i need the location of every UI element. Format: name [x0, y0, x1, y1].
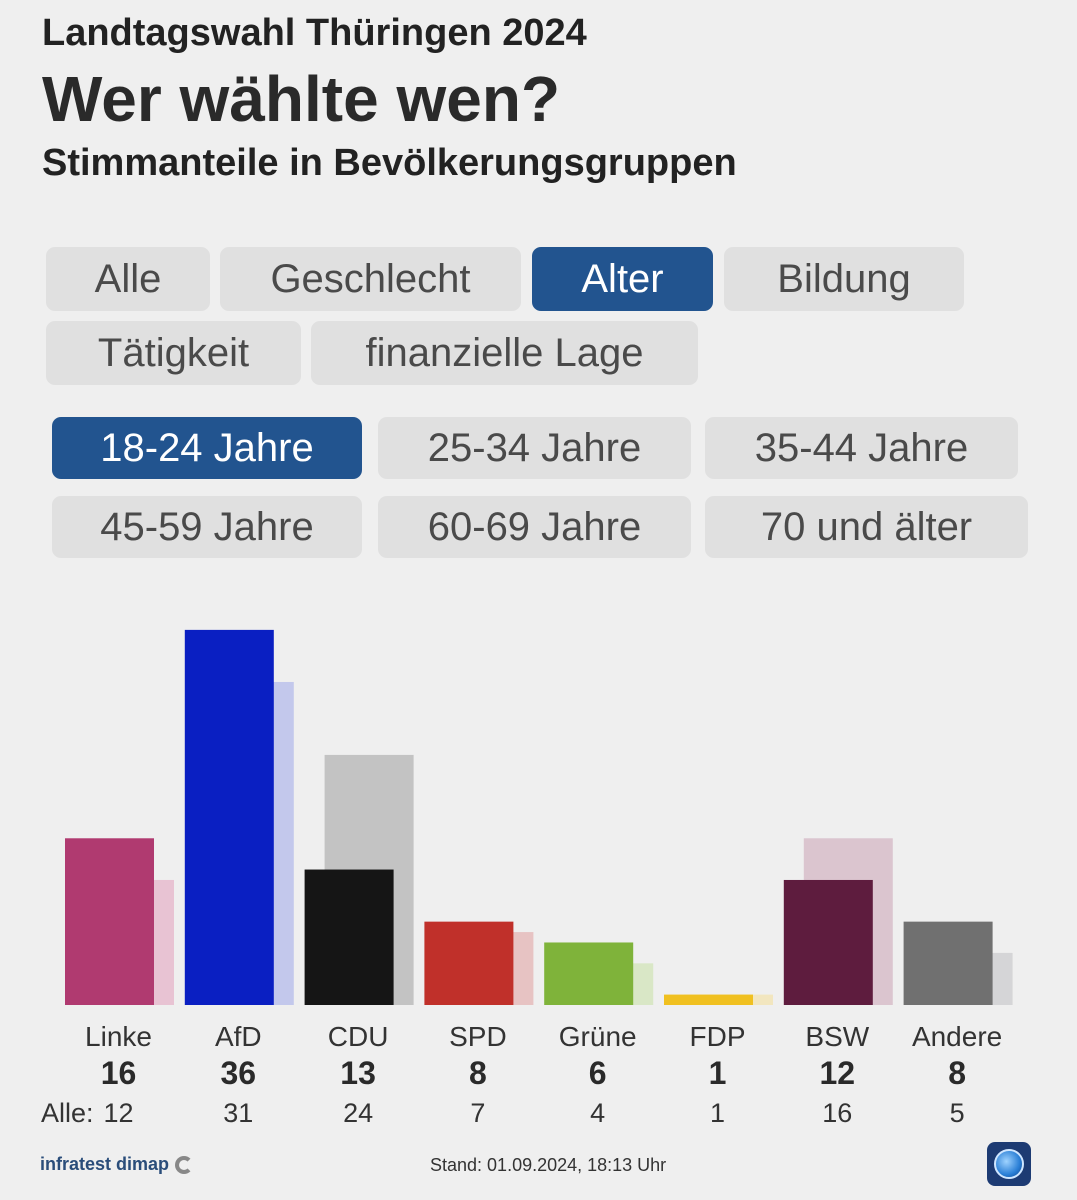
party-label: Linke [85, 1021, 152, 1052]
party-value: 13 [340, 1055, 376, 1091]
party-label: CDU [328, 1021, 389, 1052]
party-label: Andere [912, 1021, 1002, 1052]
chart-kicker: Landtagswahl Thüringen 2024 [42, 12, 587, 54]
alle-value: 12 [103, 1098, 133, 1128]
tab-45-59[interactable]: 45-59 Jahre [52, 496, 362, 558]
tab-25-34[interactable]: 25-34 Jahre [378, 417, 691, 479]
bar-2 [304, 869, 394, 1005]
bar-7 [903, 921, 993, 1005]
source-label: infratest dimap [40, 1154, 170, 1174]
alle-value: 5 [950, 1098, 965, 1128]
party-value: 36 [221, 1055, 257, 1091]
party-label: AfD [215, 1021, 262, 1052]
tab-taetigkeit[interactable]: Tätigkeit [46, 321, 301, 385]
tab-60-69[interactable]: 60-69 Jahre [378, 496, 691, 558]
tab-18-24[interactable]: 18-24 Jahre [52, 417, 362, 479]
party-value: 8 [469, 1055, 487, 1091]
party-value: 12 [820, 1055, 856, 1091]
tab-geschlecht[interactable]: Geschlecht [220, 247, 521, 311]
tab-bildung[interactable]: Bildung [724, 247, 964, 311]
alle-prefix-label: Alle: [41, 1098, 94, 1128]
timestamp: Stand: 01.09.2024, 18:13 Uhr [430, 1155, 667, 1175]
bar-0 [65, 838, 154, 1005]
alle-value: 24 [343, 1098, 373, 1128]
party-label: BSW [805, 1021, 869, 1052]
tab-finanzielle-lage[interactable]: finanzielle Lage [311, 321, 698, 385]
party-label: Grüne [559, 1021, 637, 1052]
tab-70-plus[interactable]: 70 und älter [705, 496, 1028, 558]
alle-value: 31 [223, 1098, 253, 1128]
party-value: 1 [709, 1055, 727, 1091]
tab-35-44[interactable]: 35-44 Jahre [705, 417, 1018, 479]
vote-share-bar-chart: Linke1612AfD3631CDU1324SPD87Grüne64FDP11… [41, 629, 1013, 1128]
party-value: 8 [948, 1055, 966, 1091]
bar-6 [783, 879, 873, 1005]
infratest-dimap-logo: infratest dimap [40, 1154, 194, 1175]
bar-3 [424, 921, 514, 1005]
tab-alter[interactable]: Alter [532, 247, 713, 311]
chart-subtitle: Stimmanteile in Bevölkerungsgruppen [42, 142, 737, 184]
alle-value: 4 [590, 1098, 605, 1128]
chart-headline: Wer wählte wen? [42, 63, 561, 135]
party-value: 16 [101, 1055, 137, 1091]
alle-value: 1 [710, 1098, 725, 1128]
alle-value: 7 [470, 1098, 485, 1128]
alle-value: 16 [822, 1098, 852, 1128]
party-value: 6 [589, 1055, 607, 1091]
party-label: FDP [690, 1021, 746, 1052]
bar-5 [664, 994, 753, 1005]
tab-alle[interactable]: Alle [46, 247, 210, 311]
bar-1 [184, 629, 274, 1005]
tagesschau-globe-icon [987, 1142, 1031, 1186]
party-label: SPD [449, 1021, 507, 1052]
infratest-ring-icon [175, 1155, 194, 1174]
bar-4 [544, 942, 634, 1005]
